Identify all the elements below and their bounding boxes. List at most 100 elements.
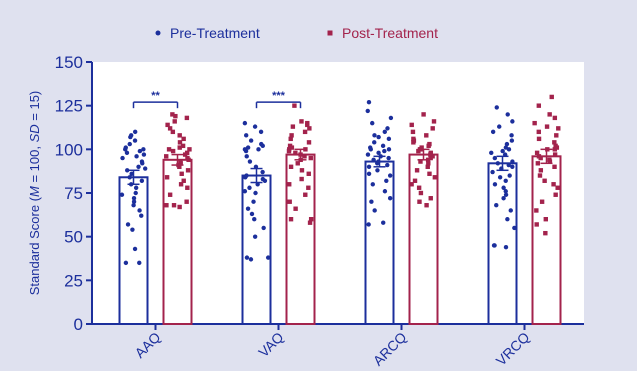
point-AAQ-Post-Treatment-1 bbox=[164, 203, 169, 208]
y-axis-title-part-4: = 15) bbox=[27, 91, 42, 125]
point-VRCQ-Post-Treatment-25 bbox=[554, 133, 559, 138]
point-VRCQ-Pre-Treatment-18 bbox=[506, 162, 511, 168]
point-VAQ-Post-Treatment-19 bbox=[287, 147, 292, 152]
point-VAQ-Pre-Treatment-29 bbox=[258, 129, 264, 135]
point-VRCQ-Pre-Treatment-12 bbox=[503, 178, 508, 183]
point-AAQ-Post-Treatment-5 bbox=[185, 185, 190, 190]
point-AAQ-Post-Treatment-28 bbox=[170, 129, 176, 135]
point-ARCQ-Pre-Treatment-10 bbox=[375, 168, 380, 173]
point-AAQ-Pre-Treatment-14 bbox=[139, 178, 145, 183]
point-VRCQ-Post-Treatment-10 bbox=[538, 168, 544, 173]
point-ARCQ-Pre-Treatment-16 bbox=[386, 155, 391, 161]
point-ARCQ-Post-Treatment-6 bbox=[412, 178, 418, 183]
point-AAQ-Post-Treatment-23 bbox=[177, 145, 182, 150]
point-VAQ-Post-Treatment-0 bbox=[307, 220, 313, 225]
legend-marker-Post-Treatment bbox=[327, 30, 333, 36]
point-VAQ-Post-Treatment-22 bbox=[287, 143, 293, 149]
point-VAQ-Pre-Treatment-18 bbox=[253, 164, 259, 169]
point-AAQ-Pre-Treatment-33 bbox=[129, 133, 134, 138]
point-VRCQ-Pre-Treatment-21 bbox=[492, 155, 498, 161]
point-VRCQ-Post-Treatment-4 bbox=[539, 199, 545, 204]
point-VAQ-Post-Treatment-3 bbox=[293, 206, 298, 211]
point-VRCQ-Pre-Treatment-6 bbox=[494, 203, 499, 208]
point-AAQ-Pre-Treatment-9 bbox=[131, 196, 137, 201]
point-VRCQ-Pre-Treatment-30 bbox=[490, 129, 496, 135]
point-VAQ-Post-Treatment-5 bbox=[303, 192, 308, 197]
y-axis-title-part-2: = 100, bbox=[27, 142, 42, 186]
point-ARCQ-Post-Treatment-8 bbox=[427, 171, 432, 176]
point-ARCQ-Post-Treatment-5 bbox=[409, 182, 414, 187]
point-VAQ-Post-Treatment-20 bbox=[303, 147, 308, 152]
point-VRCQ-Post-Treatment-18 bbox=[534, 150, 540, 156]
point-VRCQ-Pre-Treatment-28 bbox=[509, 138, 515, 143]
point-AAQ-Post-Treatment-19 bbox=[184, 150, 190, 156]
point-AAQ-Pre-Treatment-8 bbox=[131, 199, 137, 204]
point-VRCQ-Pre-Treatment-13 bbox=[497, 175, 503, 180]
point-ARCQ-Post-Treatment-4 bbox=[416, 185, 422, 190]
point-AAQ-Pre-Treatment-30 bbox=[127, 141, 132, 147]
point-VAQ-Post-Treatment-11 bbox=[288, 164, 294, 169]
point-ARCQ-Post-Treatment-13 bbox=[425, 157, 431, 163]
point-ARCQ-Pre-Treatment-24 bbox=[380, 143, 386, 149]
point-VRCQ-Post-Treatment-0 bbox=[543, 230, 548, 236]
point-AAQ-Pre-Treatment-1 bbox=[137, 260, 142, 266]
point-AAQ-Post-Treatment-26 bbox=[181, 136, 186, 142]
point-VAQ-Pre-Treatment-24 bbox=[245, 145, 251, 150]
point-ARCQ-Pre-Treatment-28 bbox=[372, 133, 377, 138]
point-VRCQ-Pre-Treatment-34 bbox=[494, 105, 499, 110]
y-axis-title-part-3: SD bbox=[27, 124, 42, 142]
point-VRCQ-Pre-Treatment-9 bbox=[503, 189, 508, 194]
point-ARCQ-Post-Treatment-1 bbox=[417, 199, 422, 204]
point-AAQ-Pre-Treatment-3 bbox=[130, 227, 135, 232]
y-tick-label-75: 75 bbox=[64, 184, 83, 203]
point-VAQ-Pre-Treatment-4 bbox=[261, 225, 266, 231]
point-VAQ-Pre-Treatment-1 bbox=[265, 255, 271, 260]
point-VRCQ-Post-Treatment-26 bbox=[536, 129, 541, 135]
point-VRCQ-Post-Treatment-31 bbox=[547, 112, 552, 117]
point-AAQ-Pre-Treatment-6 bbox=[137, 208, 142, 213]
point-AAQ-Pre-Treatment-21 bbox=[139, 159, 145, 164]
point-AAQ-Pre-Treatment-34 bbox=[132, 129, 138, 135]
point-ARCQ-Pre-Treatment-23 bbox=[368, 145, 373, 150]
point-VRCQ-Pre-Treatment-10 bbox=[501, 185, 506, 190]
point-ARCQ-Post-Treatment-32 bbox=[421, 112, 426, 117]
point-VRCQ-Post-Treatment-2 bbox=[543, 217, 548, 222]
point-VAQ-Post-Treatment-24 bbox=[288, 136, 293, 142]
point-VAQ-Post-Treatment-15 bbox=[302, 154, 307, 159]
point-VAQ-Pre-Treatment-19 bbox=[247, 159, 253, 164]
point-AAQ-Post-Treatment-2 bbox=[171, 203, 177, 208]
point-AAQ-Pre-Treatment-15 bbox=[127, 175, 132, 180]
legend-marker-Pre-Treatment bbox=[155, 30, 161, 36]
point-ARCQ-Pre-Treatment-2 bbox=[372, 208, 377, 213]
point-VRCQ-Post-Treatment-33 bbox=[549, 94, 554, 100]
point-ARCQ-Pre-Treatment-30 bbox=[385, 126, 390, 131]
point-VRCQ-Pre-Treatment-23 bbox=[489, 150, 494, 156]
point-VRCQ-Post-Treatment-3 bbox=[534, 208, 539, 213]
point-VRCQ-Post-Treatment-19 bbox=[545, 147, 550, 152]
point-VAQ-Pre-Treatment-10 bbox=[242, 189, 248, 194]
point-ARCQ-Post-Treatment-15 bbox=[430, 154, 435, 159]
point-VAQ-Pre-Treatment-23 bbox=[256, 147, 261, 152]
point-AAQ-Pre-Treatment-11 bbox=[133, 190, 138, 196]
point-VRCQ-Pre-Treatment-2 bbox=[492, 243, 497, 248]
point-VAQ-Post-Treatment-1 bbox=[288, 217, 294, 222]
y-axis-title-part-1: M bbox=[27, 186, 42, 197]
y-axis-title: Standard Score (M = 100, SD = 15) bbox=[27, 91, 42, 296]
point-AAQ-Post-Treatment-24 bbox=[180, 143, 186, 149]
point-ARCQ-Pre-Treatment-6 bbox=[370, 182, 375, 187]
point-VAQ-Pre-Treatment-0 bbox=[248, 257, 254, 262]
point-VRCQ-Pre-Treatment-32 bbox=[510, 119, 515, 124]
point-ARCQ-Pre-Treatment-22 bbox=[386, 147, 392, 152]
point-VAQ-Pre-Treatment-8 bbox=[251, 199, 256, 204]
point-AAQ-Post-Treatment-20 bbox=[170, 148, 176, 154]
point-AAQ-Post-Treatment-7 bbox=[181, 178, 186, 183]
point-ARCQ-Post-Treatment-12 bbox=[418, 159, 423, 164]
point-ARCQ-Post-Treatment-26 bbox=[411, 136, 416, 142]
point-VRCQ-Post-Treatment-29 bbox=[532, 120, 537, 126]
point-ARCQ-Pre-Treatment-29 bbox=[382, 129, 387, 135]
point-VRCQ-Pre-Treatment-15 bbox=[490, 169, 495, 175]
point-VRCQ-Post-Treatment-16 bbox=[536, 154, 542, 159]
point-VRCQ-Post-Treatment-6 bbox=[555, 185, 560, 190]
point-ARCQ-Pre-Treatment-11 bbox=[366, 164, 372, 169]
y-tick-label-125: 125 bbox=[55, 97, 83, 116]
